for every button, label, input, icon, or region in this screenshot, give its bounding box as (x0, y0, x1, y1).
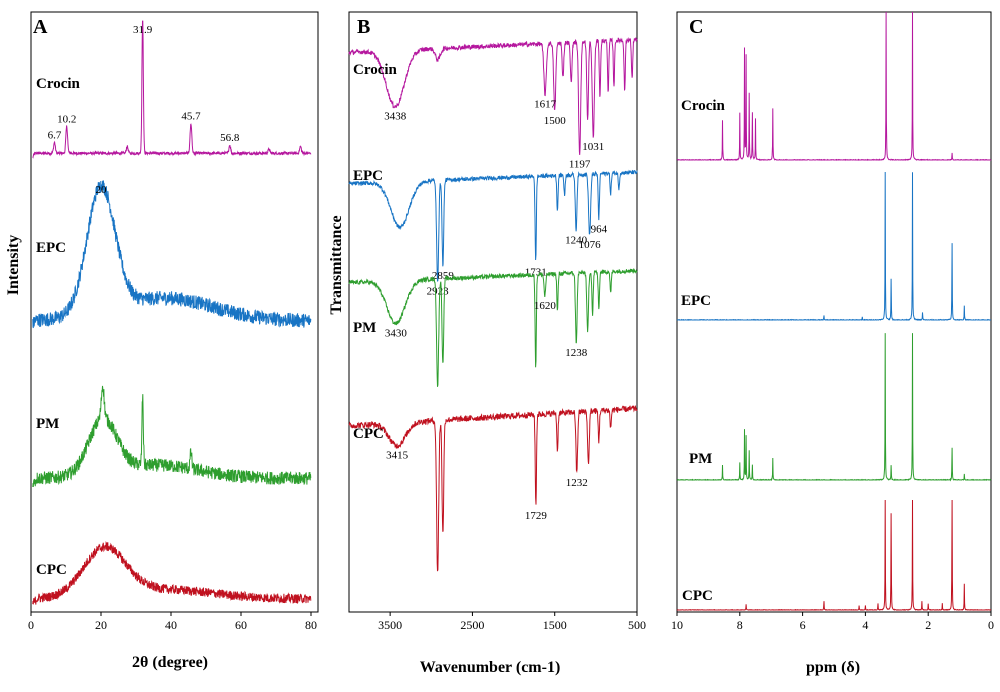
panel-a-xtick-label: 40 (165, 618, 177, 632)
panel-a-series-crocin (32, 20, 312, 159)
panel-a-peak-label: 56.8 (220, 132, 240, 144)
panel-c-xtick-label: 2 (925, 618, 931, 632)
panel-b-xtick-label: 3500 (378, 618, 402, 632)
panel-c-xtick-label: 10 (671, 618, 683, 632)
panel-c-xtick-label: 4 (862, 618, 868, 632)
panel-a-peak-label: 31.9 (133, 24, 153, 36)
panel-b-peak-label: 1240 (565, 234, 588, 246)
panel-b-peak-label: 1076 (579, 239, 602, 251)
panel-c-xtick-label: 6 (800, 618, 806, 632)
panel-a-peak-label: 10.2 (57, 113, 76, 125)
panel-b-peak-label: 1031 (582, 141, 604, 153)
panel-c-series-pm (676, 333, 992, 482)
panel-a-series-label-crocin: Crocin (36, 76, 81, 92)
panel-c-series-crocin (676, 11, 992, 162)
panel-c-series-label-crocin: Crocin (681, 98, 726, 114)
panel-a-series-label-epc: EPC (36, 240, 66, 256)
panel-a-series-label-cpc: CPC (36, 562, 67, 578)
panel-c-xtick-label: 0 (988, 618, 994, 632)
panel-b-xtick-label: 1500 (543, 618, 567, 632)
panel-b-series-cpc (348, 405, 638, 572)
panel-c-series-label-cpc: CPC (682, 588, 713, 604)
panel-b-peak-label: 1617 (534, 98, 557, 110)
panel-c-nmr: C ppm (δ) 10 8 6 4 2 0 Crocin EPC PM CPC (671, 11, 994, 676)
panel-b-series-label-epc: EPC (353, 168, 383, 184)
panel-c-series-cpc (676, 499, 992, 611)
panel-b-peak-label: 1232 (566, 477, 588, 489)
panel-b-xlabel: Wavenumber (cm-1) (420, 659, 561, 676)
panel-b-frame (348, 11, 638, 613)
panel-a-xtick-label: 20 (95, 618, 107, 632)
panel-b-series-epc (348, 169, 638, 282)
panel-b-peak-label: 3430 (385, 328, 408, 340)
panel-b-xtick-label: 2500 (460, 618, 484, 632)
panel-c-letter: C (689, 16, 703, 38)
panel-b-series-label-cpc: CPC (353, 426, 384, 442)
panel-b-series-label-pm: PM (353, 320, 376, 336)
panel-c-series-label-pm: PM (689, 451, 712, 467)
panel-b-peak-label: 3438 (384, 111, 407, 123)
panel-a-xlabel: 2θ (degree) (132, 654, 208, 671)
panel-a-letter: A (33, 16, 48, 38)
panel-c-series-label-epc: EPC (681, 293, 711, 309)
panel-c-frame (676, 11, 992, 613)
panel-c-series-epc (676, 171, 991, 322)
panel-b-peak-label: 1729 (525, 510, 548, 522)
panel-a-xtick-label: 0 (28, 618, 34, 632)
panel-b-series-crocin (348, 37, 638, 155)
panel-c-xtick-label: 8 (737, 618, 743, 632)
panel-b-series-label-crocin: Crocin (353, 62, 398, 78)
panel-b-ftir: B Transmittance Wavenumber (cm-1) 3500 25… (328, 11, 646, 676)
panel-a-frame (30, 11, 319, 613)
panel-b-peak-label: 1620 (534, 300, 557, 312)
panel-b-ylabel: Transmittance (328, 215, 345, 314)
panel-c-xlabel: ppm (δ) (806, 659, 860, 676)
panel-a-peak-label: 6.7 (48, 129, 62, 141)
panel-a-series-label-pm: PM (36, 416, 59, 432)
panel-b-peak-label: 3415 (386, 450, 409, 462)
panel-b-series-pm (348, 268, 638, 387)
panel-a-series-cpc (32, 541, 312, 605)
panel-b-peak-label: 964 (591, 223, 608, 235)
panel-b-peak-label: 1238 (565, 347, 588, 359)
panel-a-xtick-label: 80 (305, 618, 317, 632)
panel-b-letter: B (357, 16, 370, 38)
panel-b-peak-label: 1500 (544, 115, 567, 127)
panel-a-xrd: A Intensity 2θ (degree) 0 20 40 60 80 Crocin 6… (5, 11, 319, 671)
panel-a-xtick-label: 60 (235, 618, 247, 632)
panel-b-xtick-label: 500 (628, 618, 646, 632)
panel-b-peak-label: 2859 (432, 270, 455, 282)
panel-a-series-pm (32, 385, 312, 488)
panel-a-peak-label: 45.7 (181, 111, 201, 123)
panel-b-peak-label: 1197 (569, 159, 591, 171)
panel-a-ylabel: Intensity (5, 235, 22, 295)
panel-a-series-epc (32, 180, 312, 329)
panel-a-peak-label: 20 (96, 184, 108, 196)
panel-b-peak-label: 2923 (427, 285, 450, 297)
